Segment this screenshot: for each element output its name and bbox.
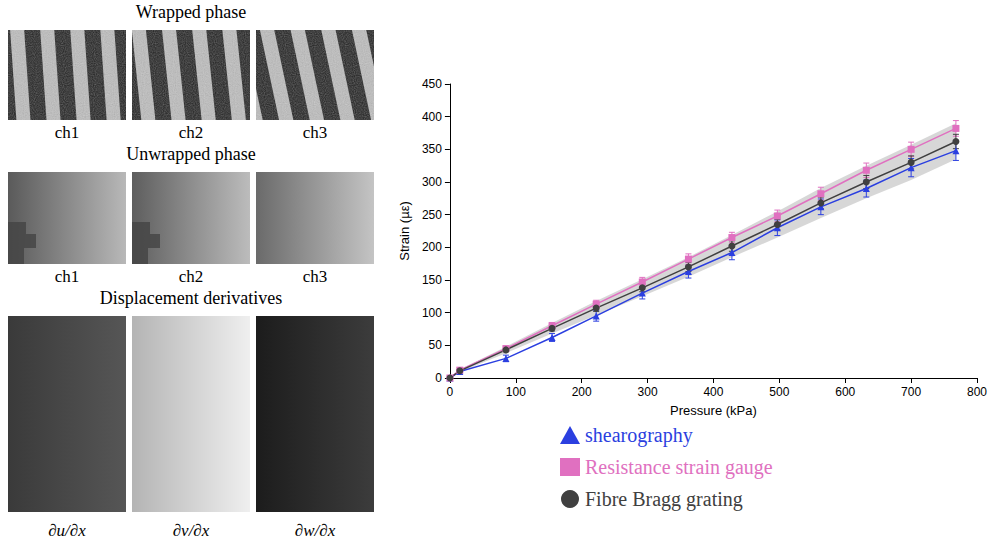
svg-text:Pressure (kPa): Pressure (kPa) <box>670 403 757 418</box>
svg-text:0: 0 <box>447 385 454 399</box>
svg-text:150: 150 <box>422 273 442 287</box>
svg-text:∂w/∂x: ∂w/∂x <box>295 521 336 540</box>
svg-text:100: 100 <box>506 385 526 399</box>
svg-text:50: 50 <box>429 338 443 352</box>
svg-text:200: 200 <box>572 385 592 399</box>
svg-text:500: 500 <box>769 385 789 399</box>
svg-text:Strain (µε): Strain (µε) <box>397 201 412 261</box>
svg-text:ch3: ch3 <box>303 267 328 286</box>
svg-text:shearography: shearography <box>585 424 693 447</box>
svg-text:300: 300 <box>422 175 442 189</box>
svg-text:ch3: ch3 <box>303 123 328 142</box>
svg-text:Fibre Bragg grating: Fibre Bragg grating <box>585 488 743 511</box>
svg-text:Unwrapped phase: Unwrapped phase <box>126 144 255 164</box>
svg-text:600: 600 <box>835 385 855 399</box>
svg-text:400: 400 <box>703 385 723 399</box>
svg-text:0: 0 <box>435 371 442 385</box>
svg-text:∂u/∂x: ∂u/∂x <box>48 521 86 540</box>
svg-text:ch2: ch2 <box>179 123 204 142</box>
svg-text:250: 250 <box>422 208 442 222</box>
svg-text:400: 400 <box>422 110 442 124</box>
svg-text:Displacement derivatives: Displacement derivatives <box>100 288 282 308</box>
svg-text:800: 800 <box>967 385 987 399</box>
svg-text:ch1: ch1 <box>55 123 80 142</box>
svg-text:Wrapped phase: Wrapped phase <box>136 2 247 22</box>
svg-text:100: 100 <box>422 306 442 320</box>
svg-text:200: 200 <box>422 240 442 254</box>
svg-text:Resistance strain gauge: Resistance strain gauge <box>585 456 773 479</box>
svg-text:∂v/∂x: ∂v/∂x <box>173 521 210 540</box>
svg-text:700: 700 <box>901 385 921 399</box>
svg-text:300: 300 <box>638 385 658 399</box>
svg-text:ch1: ch1 <box>55 267 80 286</box>
svg-text:ch2: ch2 <box>179 267 204 286</box>
svg-text:450: 450 <box>422 77 442 91</box>
svg-text:350: 350 <box>422 142 442 156</box>
